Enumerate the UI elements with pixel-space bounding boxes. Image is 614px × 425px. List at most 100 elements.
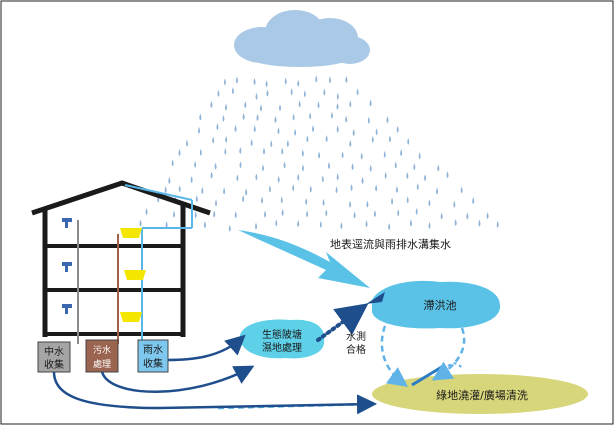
rain-drop xyxy=(453,200,456,208)
rain-drop xyxy=(281,209,284,217)
rain-drop xyxy=(325,135,328,143)
rain-drop xyxy=(375,128,378,136)
rain-drop xyxy=(242,112,245,120)
rain-drop xyxy=(325,209,328,217)
rain-drop xyxy=(228,224,231,232)
rain-drop xyxy=(274,116,277,124)
rain-drop xyxy=(283,161,286,169)
rain-drop xyxy=(478,219,481,227)
rain-drop xyxy=(409,219,412,227)
rain-drop xyxy=(406,172,409,180)
rain-drop xyxy=(321,175,324,183)
rain-drop xyxy=(496,220,499,228)
rain-drop xyxy=(371,135,374,143)
rain-drop xyxy=(255,173,258,181)
rain-drop xyxy=(266,89,269,97)
rain-drop xyxy=(336,125,339,133)
rain-drop xyxy=(213,210,216,218)
rain-drop xyxy=(394,161,397,169)
rain-drop xyxy=(145,207,148,215)
rain-drop xyxy=(245,188,248,196)
rain-drop xyxy=(139,219,142,227)
rain-drop xyxy=(466,212,469,220)
rain-drop xyxy=(231,87,234,95)
rain-drop xyxy=(235,76,238,84)
rain-drop xyxy=(369,99,372,107)
rain-drop xyxy=(212,136,215,144)
rain-drop xyxy=(349,200,352,208)
rain-drop xyxy=(341,151,344,159)
svg-text:收集: 收集 xyxy=(143,357,163,370)
rain-drop xyxy=(203,221,206,229)
svg-text:處理: 處理 xyxy=(93,358,111,370)
greywater-pipe-arrow xyxy=(52,371,377,415)
rain-drop xyxy=(259,104,262,112)
rain-drop xyxy=(275,219,278,227)
rain-drop xyxy=(264,210,267,218)
svg-text:雨水: 雨水 xyxy=(143,344,163,356)
rain-drop xyxy=(306,135,309,143)
rain-drop xyxy=(173,210,176,218)
rain-drop xyxy=(428,221,431,229)
rain-drop xyxy=(318,151,321,159)
rain-drop xyxy=(256,113,259,121)
toilet-icon xyxy=(120,228,146,322)
rain-drop xyxy=(253,125,256,133)
detention-pond: 滯洪池 xyxy=(366,280,501,329)
rain-drop xyxy=(290,88,293,96)
rain-drop xyxy=(349,100,352,108)
runoff-arrow xyxy=(238,230,370,288)
greywater-collection-box: 中水 收集 xyxy=(37,341,71,373)
rain-drop xyxy=(216,123,219,131)
rain-drop xyxy=(373,210,376,218)
rain-drop xyxy=(327,161,330,169)
rain-drop xyxy=(178,185,181,193)
rain-drop xyxy=(255,92,258,100)
rain-drop xyxy=(225,135,228,143)
rain-drop xyxy=(416,183,419,191)
building-icon xyxy=(31,180,211,344)
rain-drop xyxy=(210,100,213,108)
eco-wetland-pond: 生態陂塘 濕地處理 xyxy=(239,319,325,359)
rain-drop xyxy=(199,113,202,121)
rain-drop xyxy=(319,220,322,228)
pond-to-green-arrow-2 xyxy=(431,327,466,381)
rain-drop xyxy=(281,147,284,155)
rain-drop xyxy=(413,163,416,171)
rain-drop xyxy=(261,164,264,172)
faucet-icon xyxy=(62,218,72,314)
rain-drop xyxy=(234,211,237,219)
rain-drop xyxy=(388,222,391,230)
svg-text:濕地處理: 濕地處理 xyxy=(262,341,302,354)
rainwater-collection-box: 雨水 收集 xyxy=(137,339,169,373)
svg-text:綠地澆灌/廣場清洗: 綠地澆灌/廣場清洗 xyxy=(436,388,528,402)
rain-drop xyxy=(375,184,378,192)
rain-drop xyxy=(225,103,228,111)
sewage-to-eco-arrow xyxy=(100,365,255,393)
rain-drop xyxy=(386,116,389,124)
rain-drop xyxy=(301,164,304,172)
rain-drop xyxy=(335,186,338,194)
rain-drop xyxy=(239,147,242,155)
rain-drop xyxy=(294,128,297,136)
pond-to-green-arrow xyxy=(380,325,409,387)
rain-drop xyxy=(446,171,449,179)
rain-drop xyxy=(345,115,348,123)
rain-drop xyxy=(397,209,400,217)
rain-drop xyxy=(250,139,253,147)
water-test-label: 水測 xyxy=(346,330,366,343)
svg-text:污水: 污水 xyxy=(93,344,111,356)
rain-drop xyxy=(440,212,443,220)
rain-drop xyxy=(292,184,295,192)
rain-drop xyxy=(322,198,325,206)
rain-drop xyxy=(297,173,300,181)
rain-drop xyxy=(280,196,283,204)
rain-drop xyxy=(340,222,343,230)
rain-drop xyxy=(415,207,418,215)
rain-drop xyxy=(349,139,352,147)
rain-drop xyxy=(277,127,280,135)
rain-drop xyxy=(336,92,339,100)
rain-drop xyxy=(301,149,304,157)
rain-drop xyxy=(395,186,398,194)
rain-drop xyxy=(199,148,202,156)
